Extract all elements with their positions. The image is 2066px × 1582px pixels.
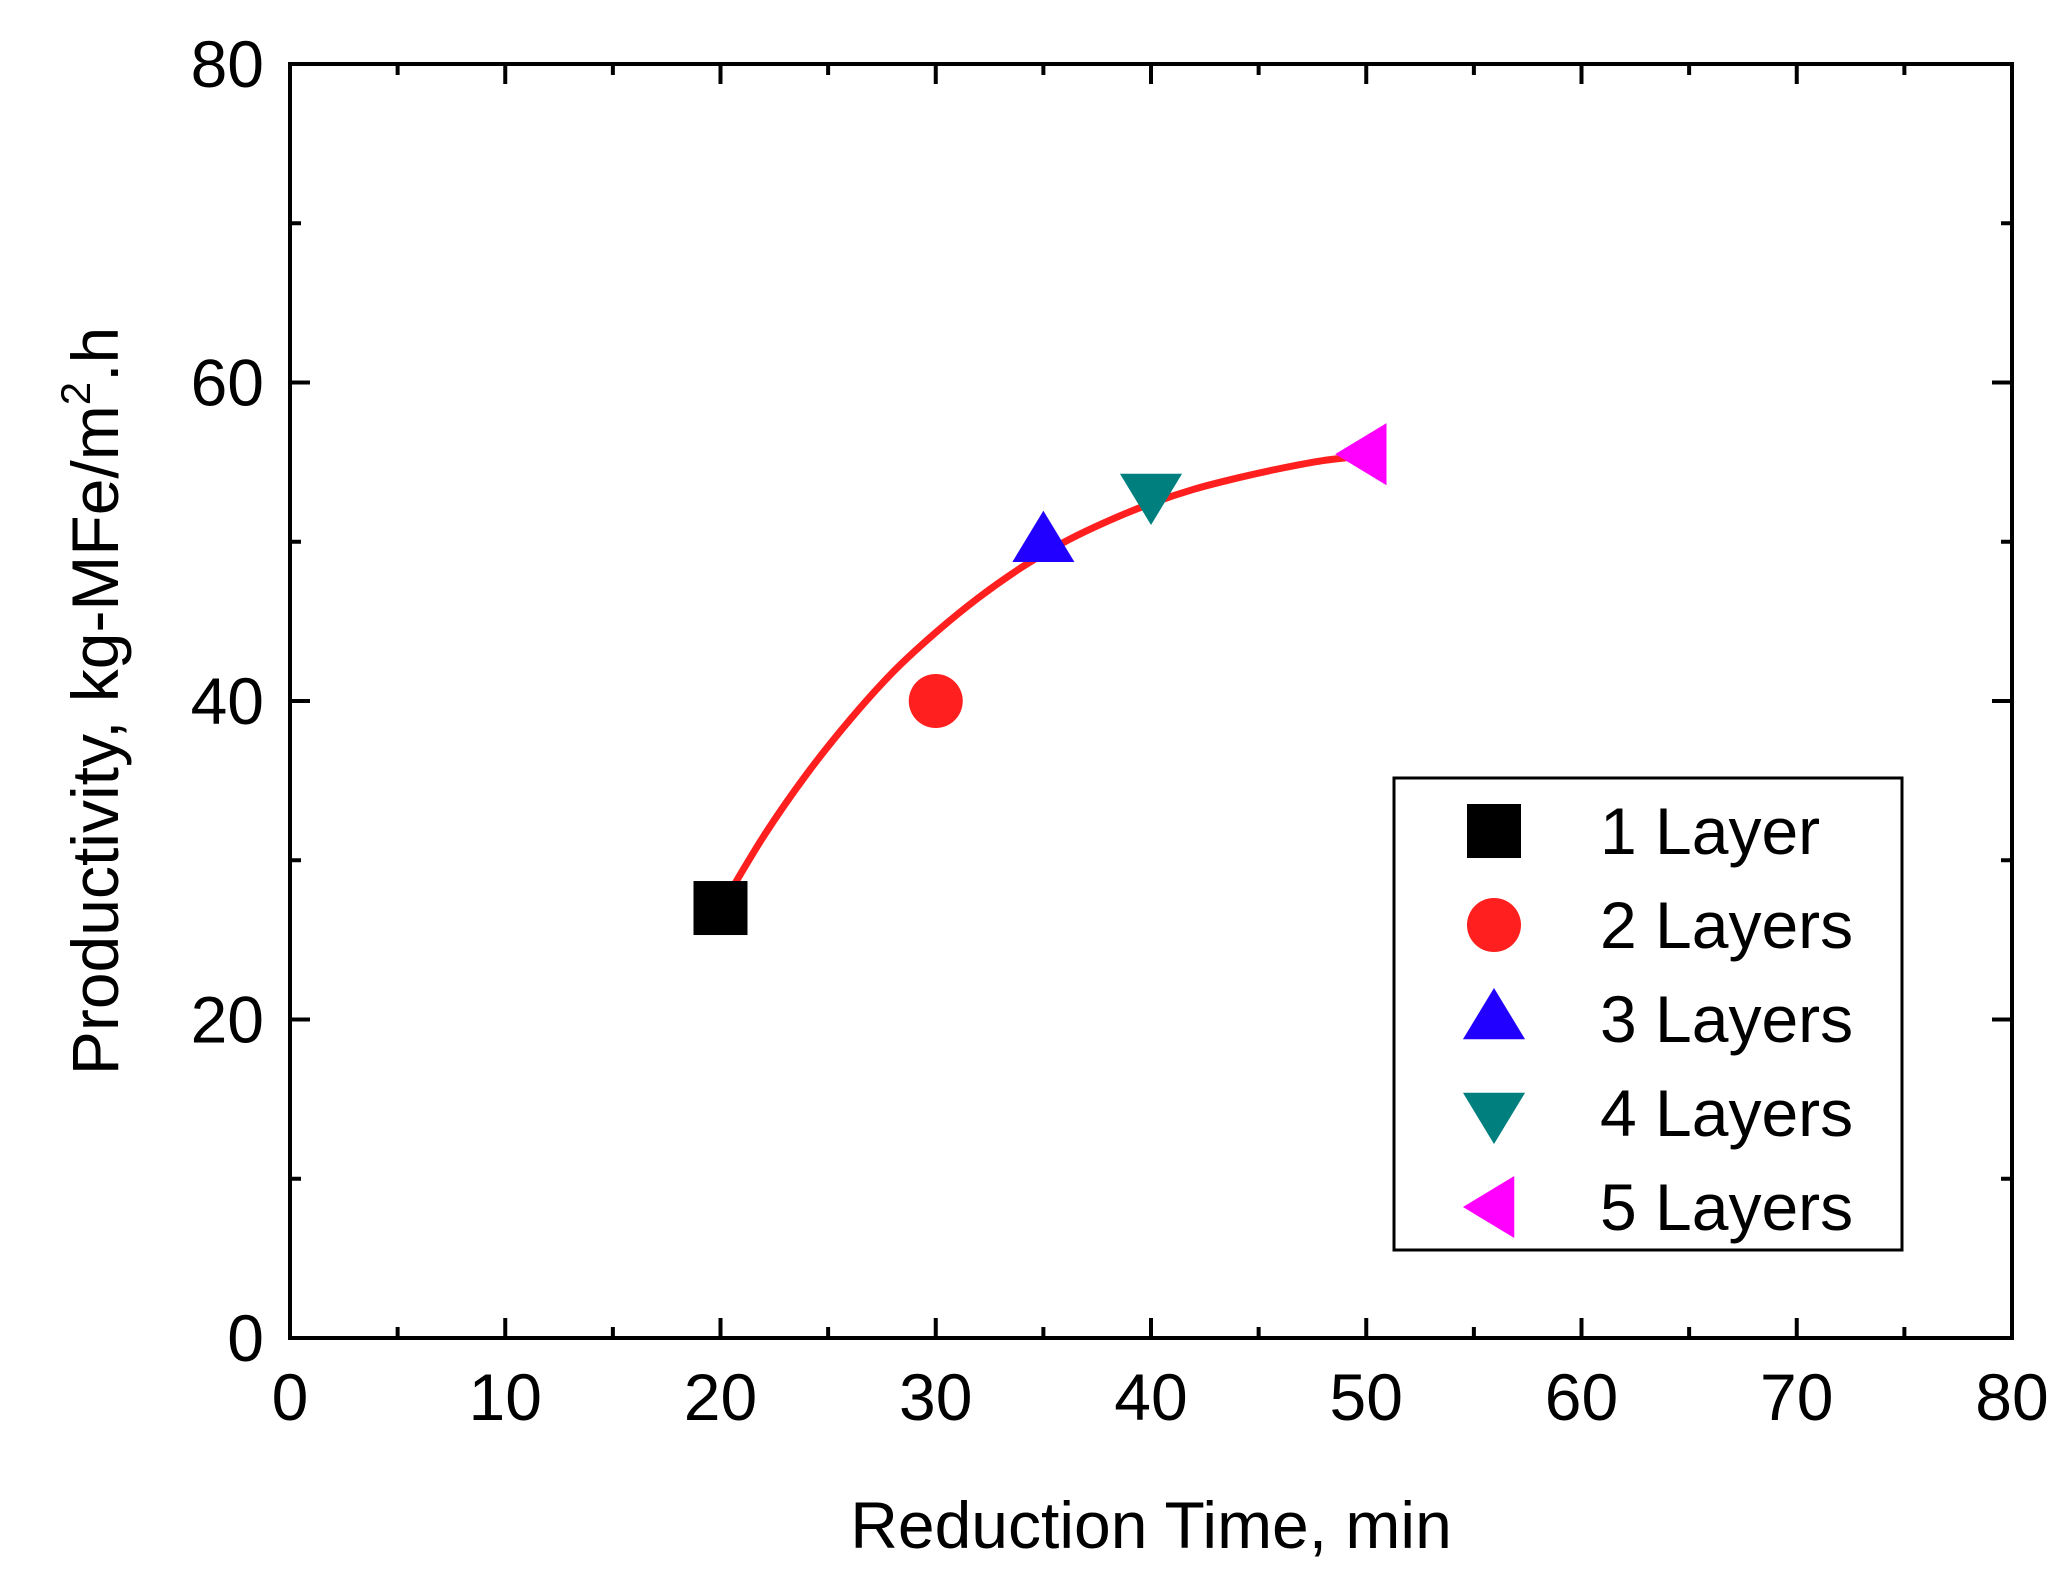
- legend-marker-triangle-down: [1462, 1092, 1526, 1145]
- legend-marker-triangle-left: [1462, 1175, 1515, 1239]
- legend-label: 4 Layers: [1600, 1076, 1853, 1150]
- fit-curve: [717, 452, 1370, 912]
- y-axis-title: Productivity, kg-MFe/m2.h: [52, 327, 132, 1075]
- x-tick-label: 0: [272, 1360, 309, 1434]
- legend-label: 1 Layer: [1600, 794, 1820, 868]
- plot-frame: [288, 62, 2014, 1340]
- x-tick-label: 60: [1545, 1360, 1618, 1434]
- data-point-square: [693, 881, 748, 936]
- legend: 1 Layer 2 Layers 3 Layers 4 Layers 5 Layers: [1392, 776, 1904, 1252]
- legend-label: 5 Layers: [1600, 1170, 1853, 1244]
- data-point-triangle-left: [1335, 423, 1387, 486]
- y-axis-title-main: Productivity, kg-MFe/m: [58, 405, 132, 1075]
- y-axis-title-suffix: .h: [58, 327, 132, 382]
- legend-marker-square: [1467, 804, 1521, 858]
- data-point-triangle-up: [1012, 510, 1075, 562]
- data-point-triangle-down: [1119, 473, 1183, 526]
- x-tick-label: 10: [469, 1360, 542, 1434]
- y-axis-title-superscript: 2: [52, 382, 99, 405]
- y-tick-label: 20: [191, 983, 264, 1057]
- y-tick-label: 40: [191, 664, 264, 738]
- x-tick-label: 50: [1330, 1360, 1403, 1434]
- y-tick-label: 0: [227, 1301, 264, 1375]
- x-tick-label: 40: [1114, 1360, 1187, 1434]
- legend-label: 3 Layers: [1600, 982, 1853, 1056]
- y-tick-label: 80: [191, 27, 264, 101]
- data-markers: [693, 423, 1387, 936]
- legend-marker-circle: [1467, 898, 1521, 952]
- legend-marker-triangle-up: [1462, 987, 1526, 1040]
- x-axis-title: Reduction Time, min: [850, 1488, 1452, 1562]
- x-tick-label: 80: [1975, 1360, 2048, 1434]
- x-tick-label: 20: [684, 1360, 757, 1434]
- legend-items: 1 Layer 2 Layers 3 Layers 4 Layers 5 Layers: [1462, 794, 1853, 1244]
- y-tick-label: 60: [191, 346, 264, 420]
- x-tick-label: 70: [1760, 1360, 1833, 1434]
- axis-tick-labels: 0 10 20 30 40 50 60 70 80 0 20 40 60 80: [191, 27, 2049, 1434]
- legend-label: 2 Layers: [1600, 888, 1853, 962]
- data-point-circle: [908, 674, 963, 728]
- x-tick-label: 30: [899, 1360, 972, 1434]
